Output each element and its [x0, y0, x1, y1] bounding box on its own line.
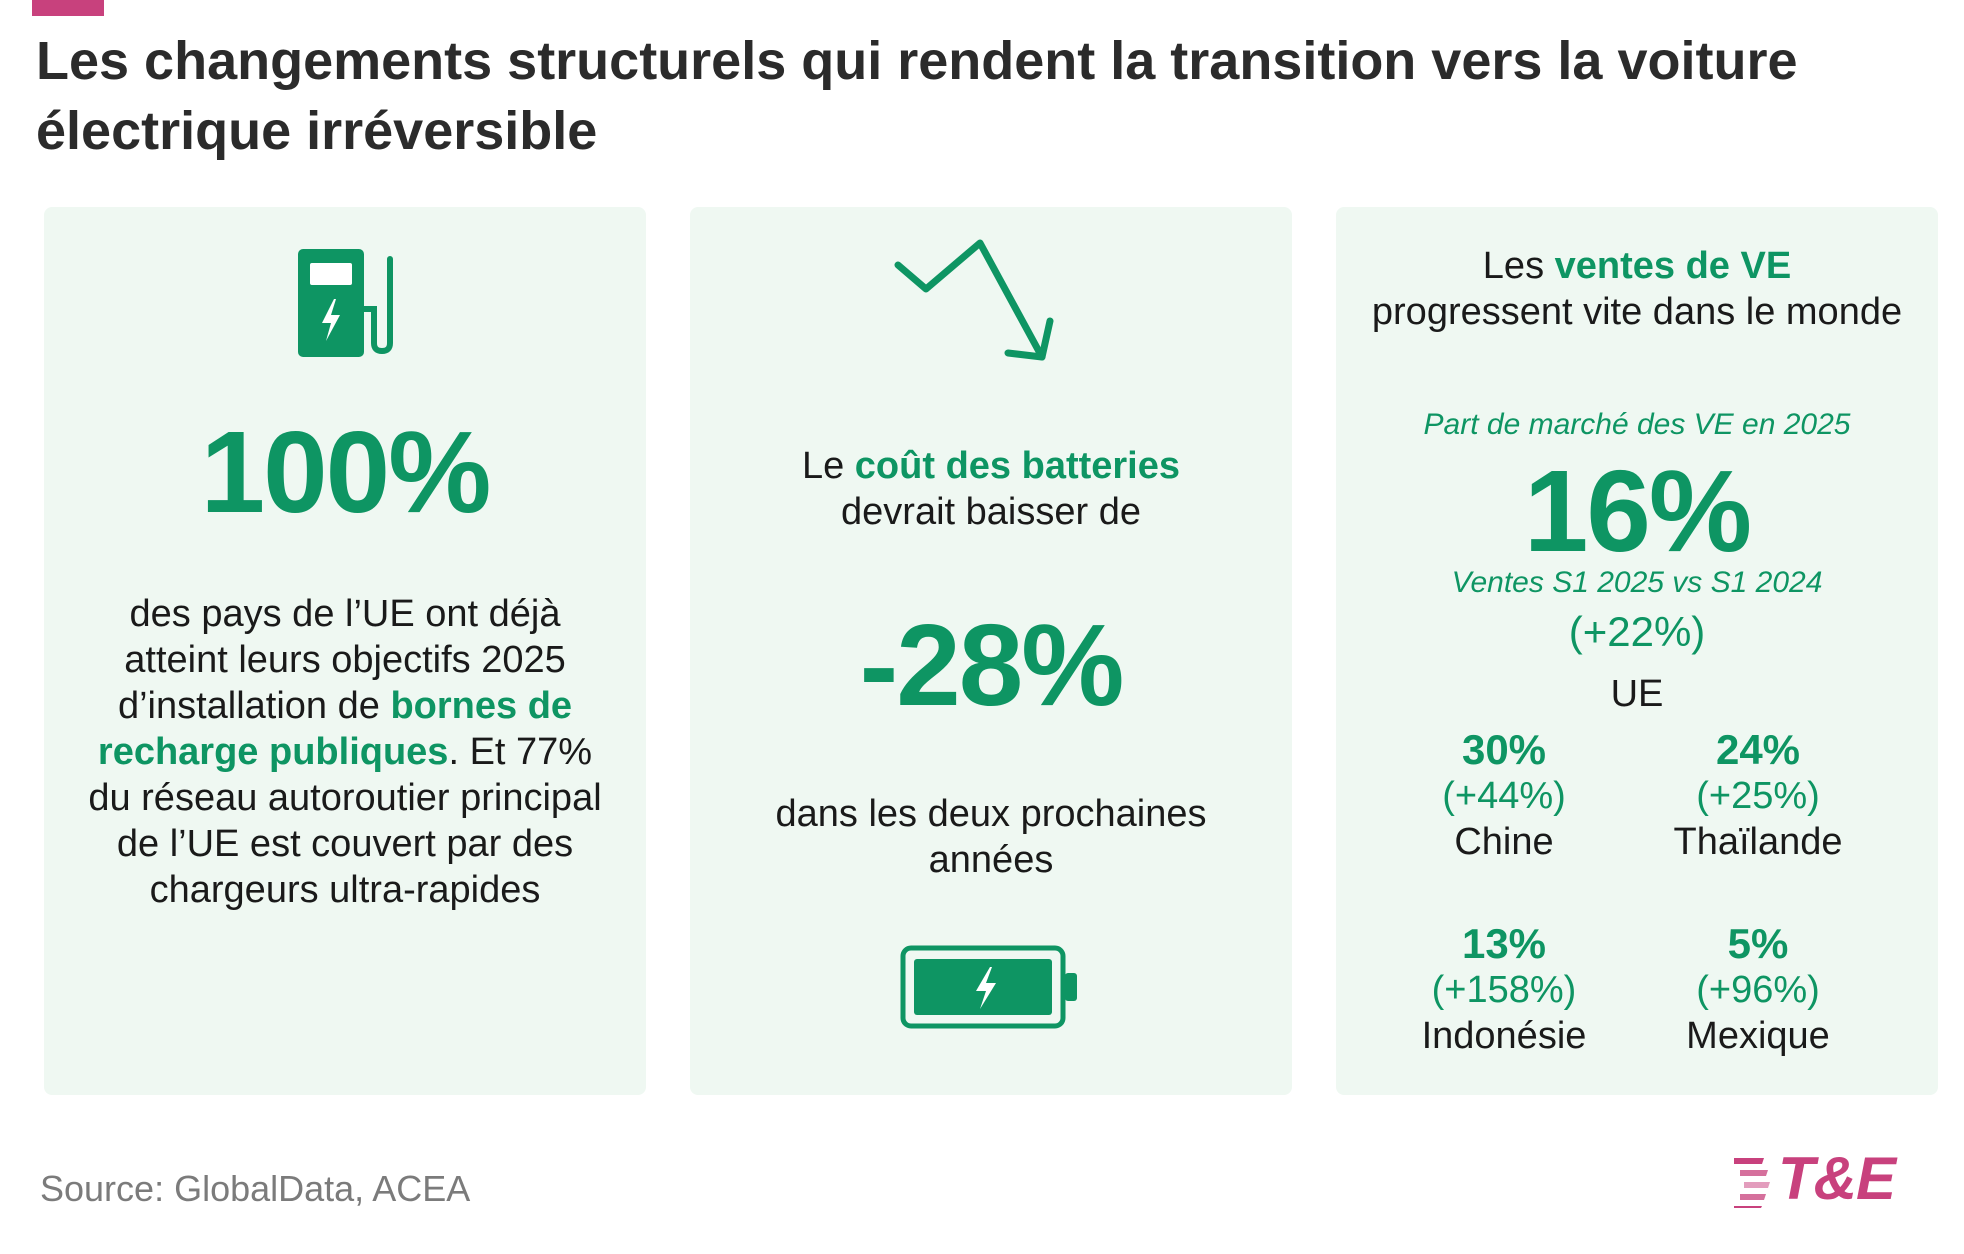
country-share: 24%: [1715, 726, 1801, 773]
country-name: Indonésie: [1421, 1015, 1587, 1057]
eu-market-share: 16%: [1523, 446, 1752, 576]
country-share: 30%: [1461, 726, 1547, 773]
sales-comparison-subtitle: Ventes S1 2025 vs S1 2024: [1451, 566, 1823, 599]
ev-sales-card: Les ventes de VE progressent vite dans l…: [1336, 207, 1938, 1095]
eu-sales-change: (+22%): [1568, 608, 1706, 655]
te-logo: T&E: [1734, 1146, 1934, 1212]
country-change: (+158%): [1431, 969, 1577, 1011]
description-text: des pays de l’UE ont déjà atteint leurs …: [117, 593, 566, 727]
ev-sales-lead: Les ventes de VE progressent vite dans l…: [1356, 243, 1918, 335]
lead-text: Le: [801, 445, 855, 487]
country-stat: 24% (+25%) Thaïlande: [1628, 727, 1888, 865]
country-share: 13%: [1461, 920, 1547, 967]
country-change: (+96%): [1696, 969, 1820, 1011]
infrastructure-description: des pays de l’UE ont déjà atteint leurs …: [84, 591, 606, 913]
country-change: (+25%): [1696, 775, 1820, 817]
top-accent-bar: [32, 0, 104, 16]
highlight-text: ventes de VE: [1554, 245, 1792, 287]
country-change: (+44%): [1442, 775, 1566, 817]
ev-charging-pump-icon: [298, 249, 393, 357]
battery-charging-icon: [900, 945, 1077, 1029]
lead-text: devrait baisser de: [841, 491, 1141, 533]
logo-text: T&E: [1778, 1145, 1896, 1212]
market-share-subtitle: Part de marché des VE en 2025: [1423, 408, 1851, 441]
country-name: Mexique: [1686, 1015, 1830, 1057]
highlight-text: coût des batteries: [854, 445, 1181, 487]
country-stat: 13% (+158%) Indonésie: [1374, 921, 1634, 1059]
description-text: . Et 77% du réseau autoroutier principal…: [88, 731, 602, 911]
lead-text: progressent vite dans le monde: [1371, 291, 1903, 333]
page-title: Les changements structurels qui rendent …: [36, 31, 1798, 161]
country-share: 5%: [1727, 920, 1789, 967]
eu-region-label: UE: [1610, 673, 1664, 715]
downward-trend-arrow-icon: [894, 239, 1054, 361]
highlight-text: bornes de recharge publiques: [97, 685, 573, 773]
country-name: Thaïlande: [1673, 821, 1843, 863]
country-stat: 5% (+96%) Mexique: [1628, 921, 1888, 1059]
lead-text: Les: [1482, 245, 1555, 287]
battery-cost-lead: Le coût des batteries devrait baisser de: [710, 443, 1272, 535]
charging-infrastructure-card: 100% des pays de l’UE ont déjà atteint l…: [44, 207, 646, 1095]
infrastructure-percentage: 100%: [200, 407, 492, 537]
source-note: Source: GlobalData, ACEA: [40, 1168, 471, 1209]
battery-cost-card: Le coût des batteries devrait baisser de…: [690, 207, 1292, 1095]
country-name: Chine: [1454, 821, 1554, 863]
battery-cost-timeframe: dans les deux prochaines années: [775, 793, 1207, 881]
country-stat: 30% (+44%) Chine: [1374, 727, 1634, 865]
logo-stripes-icon: [1734, 1158, 1770, 1208]
battery-cost-percentage: -28%: [859, 600, 1125, 730]
